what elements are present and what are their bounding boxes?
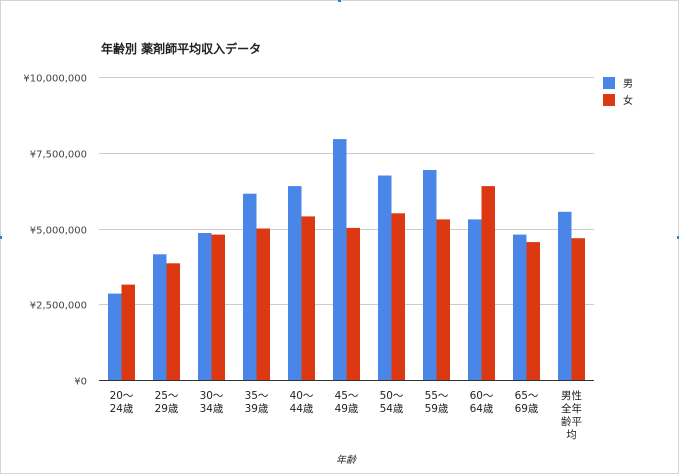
x-tick-label: 20～ 24歳 bbox=[110, 390, 134, 415]
legend-swatch bbox=[603, 94, 615, 106]
bar-female bbox=[256, 228, 270, 380]
bars bbox=[108, 139, 585, 380]
y-tick-label: ¥10,000,000 bbox=[23, 74, 87, 85]
legend-swatch bbox=[603, 77, 615, 89]
y-tick-label: ¥0 bbox=[74, 377, 87, 388]
bar-female bbox=[166, 263, 180, 380]
bar-male bbox=[108, 293, 122, 380]
bar-male bbox=[153, 254, 167, 380]
axes: ¥0 ¥2,500,000 ¥5,000,000 ¥7,500,000 ¥10,000,… bbox=[23, 74, 594, 441]
resize-handle-top[interactable] bbox=[338, 0, 341, 2]
y-tick-label: ¥7,500,000 bbox=[30, 150, 87, 161]
bar-female bbox=[391, 213, 405, 380]
x-tick-label: 50～ 54歳 bbox=[380, 390, 404, 415]
x-tick-label: 65～ 69歳 bbox=[515, 390, 539, 415]
bar-female bbox=[481, 186, 495, 380]
bar-male bbox=[288, 186, 302, 380]
x-tick-label: 60～ 64歳 bbox=[470, 390, 494, 415]
bar-male bbox=[423, 170, 437, 380]
x-tick-label: 45～ 49歳 bbox=[335, 390, 359, 415]
bar-female bbox=[526, 242, 540, 380]
resize-handle-left[interactable] bbox=[0, 236, 2, 239]
y-tick-label: ¥5,000,000 bbox=[30, 226, 87, 237]
bar-female bbox=[301, 216, 315, 380]
legend-label: 男 bbox=[623, 78, 633, 90]
x-tick-label: 男性全年齢平均 bbox=[561, 389, 582, 441]
bar-male bbox=[198, 233, 212, 380]
resize-handle-right[interactable] bbox=[677, 236, 679, 239]
bar-female bbox=[346, 227, 360, 380]
bar-male bbox=[378, 175, 392, 380]
bar-male bbox=[468, 219, 482, 380]
y-tick-label: ¥2,500,000 bbox=[30, 301, 87, 312]
legend: 男女 bbox=[603, 77, 633, 107]
x-axis-label: 年齢 bbox=[336, 454, 357, 466]
bar-male bbox=[243, 193, 257, 380]
bar-female bbox=[571, 238, 585, 380]
bar-female bbox=[121, 284, 135, 380]
bar-male bbox=[333, 139, 347, 380]
bar-male bbox=[558, 211, 572, 380]
x-tick-label: 40～ 44歳 bbox=[290, 390, 314, 415]
x-tick-label: 55～ 59歳 bbox=[425, 390, 449, 415]
bar-male bbox=[513, 234, 527, 380]
chart-title: 年齢別 薬剤師平均収入データ bbox=[101, 41, 261, 56]
x-tick-label: 35～ 39歳 bbox=[245, 390, 269, 415]
bar-female bbox=[436, 219, 450, 380]
bar-female bbox=[211, 234, 225, 380]
legend-label: 女 bbox=[623, 94, 633, 107]
x-tick-label: 30～ 34歳 bbox=[200, 390, 224, 415]
x-tick-label: 25～ 29歳 bbox=[155, 390, 179, 415]
